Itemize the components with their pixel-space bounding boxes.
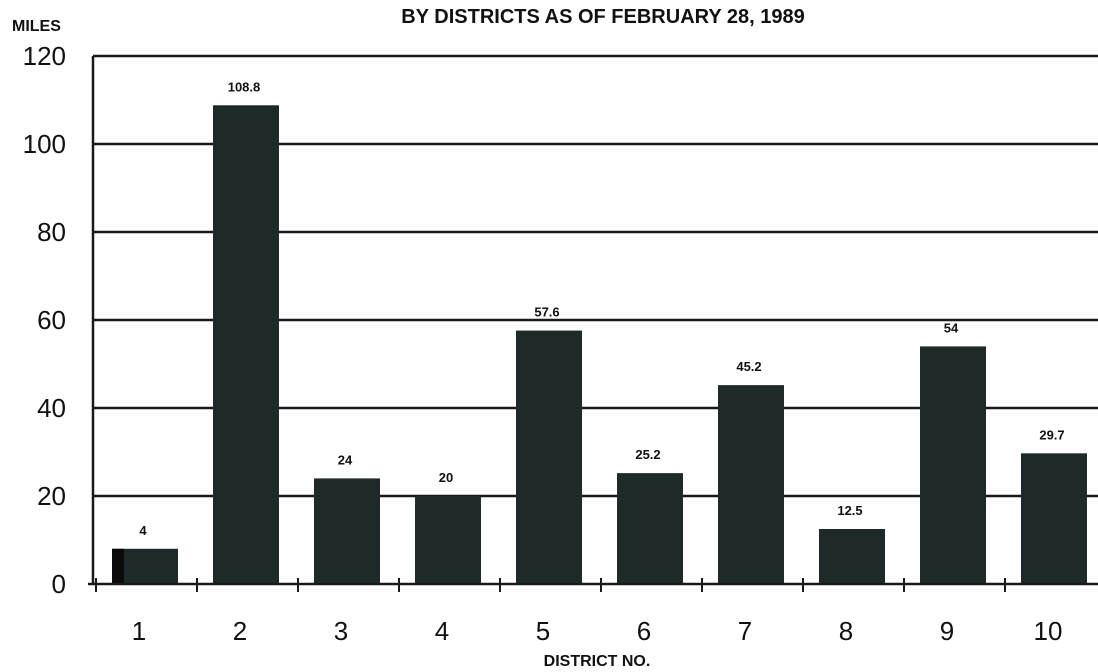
y-axis-label: MILES — [12, 18, 61, 35]
bar-edge — [112, 548, 124, 584]
bar — [1021, 453, 1087, 584]
x-tick-label: 2 — [233, 616, 247, 646]
y-tick-label: 0 — [52, 569, 66, 599]
chart-title: BY DISTRICTS AS OF FEBRUARY 28, 1989 — [401, 6, 804, 28]
data-label: 12.5 — [837, 503, 862, 518]
x-axis-label: DISTRICT NO. — [544, 653, 651, 670]
data-label: 57.6 — [534, 305, 559, 320]
data-label: 24 — [338, 452, 353, 467]
bar — [819, 529, 885, 584]
y-tick-label: 100 — [23, 129, 66, 159]
x-tick-label: 4 — [435, 616, 449, 646]
data-label: 4 — [139, 523, 147, 538]
data-label: 45.2 — [736, 359, 761, 374]
x-tick-labels: 1 2 3 4 5 6 7 8 9 10 — [95, 578, 1063, 646]
y-tick-label: 60 — [37, 305, 66, 335]
x-tick-label: 1 — [132, 616, 146, 646]
x-tick-label: 6 — [637, 616, 651, 646]
y-tick-label: 80 — [37, 217, 66, 247]
bar — [314, 478, 380, 584]
x-tick-label: 5 — [536, 616, 550, 646]
x-tick-label: 10 — [1034, 616, 1063, 646]
y-tick-label: 120 — [23, 41, 66, 71]
data-label: 29.7 — [1039, 427, 1064, 442]
y-tick-label: 40 — [37, 393, 66, 423]
bar — [718, 385, 784, 584]
bar — [920, 346, 986, 584]
bar — [415, 496, 481, 584]
bar — [516, 330, 582, 584]
data-label: 54 — [944, 320, 959, 335]
bar — [617, 473, 683, 584]
data-label: 108.8 — [228, 79, 261, 94]
data-label: 25.2 — [635, 447, 660, 462]
bar — [213, 105, 279, 584]
y-tick-labels: 0 20 40 60 80 100 120 — [23, 41, 66, 599]
x-tick-label: 7 — [738, 616, 752, 646]
x-tick-label: 9 — [940, 616, 954, 646]
data-label: 20 — [439, 470, 453, 485]
x-tick-label: 8 — [839, 616, 853, 646]
y-tick-label: 20 — [37, 481, 66, 511]
x-tick-label: 3 — [334, 616, 348, 646]
data-labels: 4 108.8 24 20 57.6 25.2 45.2 12.5 54 29.7 — [139, 79, 1064, 538]
bars — [112, 105, 1087, 584]
